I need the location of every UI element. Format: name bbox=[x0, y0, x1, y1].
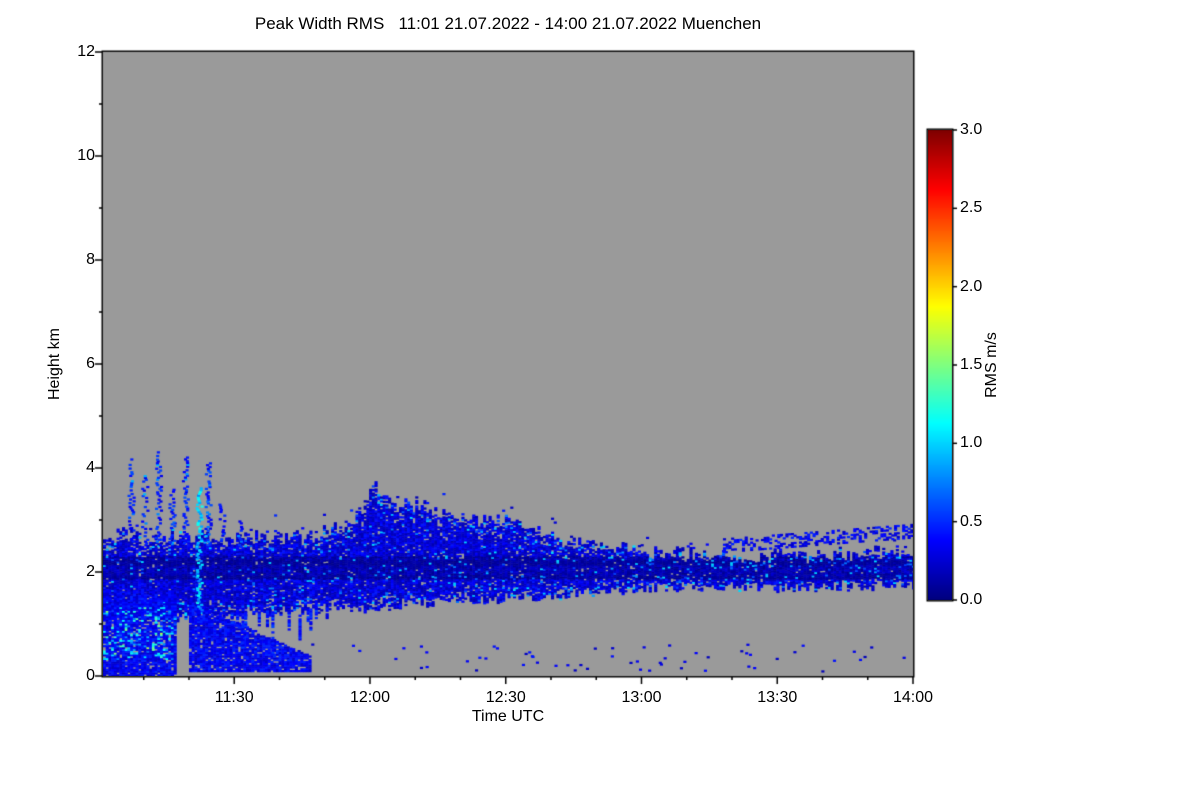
colorbar-tick-label: 0.5 bbox=[960, 512, 983, 530]
x-axis-label: Time UTC bbox=[471, 708, 545, 725]
heatmap-canvas bbox=[103, 52, 913, 676]
y-tick-label: 6 bbox=[86, 355, 95, 372]
x-tick-label: 14:00 bbox=[892, 689, 934, 706]
y-tick-label: 8 bbox=[86, 251, 95, 268]
y-tick-label: 4 bbox=[86, 459, 95, 476]
colorbar-gradient bbox=[928, 130, 952, 600]
colorbar-tick-label: 3.0 bbox=[960, 121, 983, 138]
y-tick-label: 2 bbox=[86, 563, 95, 580]
x-tick-label: 12:30 bbox=[485, 689, 526, 706]
colorbar-label: RMS m/s bbox=[983, 332, 1000, 398]
colorbar-tick-label: 0.0 bbox=[960, 591, 983, 608]
x-tick-label: 12:00 bbox=[349, 689, 390, 706]
y-tick-label: 12 bbox=[77, 43, 95, 60]
y-tick-label: 0 bbox=[86, 667, 95, 684]
colorbar-tick-label: 1.5 bbox=[960, 356, 983, 373]
colorbar-tick-label: 1.0 bbox=[960, 434, 983, 452]
colorbar-tick-label: 2.5 bbox=[960, 199, 983, 217]
x-tick-label: 13:30 bbox=[757, 689, 798, 706]
y-tick-label: 10 bbox=[77, 147, 95, 164]
x-tick-label: 13:00 bbox=[621, 689, 662, 706]
x-tick-label: 11:30 bbox=[214, 689, 254, 706]
colorbar-tick-label: 2.0 bbox=[960, 277, 983, 295]
chart-title: Peak Width RMS 11:01 21.07.2022 - 14:00 … bbox=[254, 14, 762, 33]
